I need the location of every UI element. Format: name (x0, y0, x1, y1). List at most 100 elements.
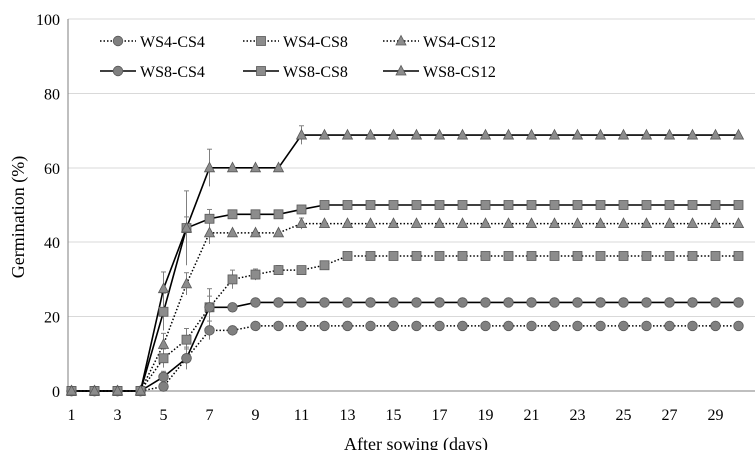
legend: WS4-CS4 WS4-CS8 WS4-CS12 WS8-CS4 WS8-CS8 WS8-… (100, 34, 496, 81)
marker-ws8-cs12-28 (686, 128, 699, 140)
marker-ws4-cs8-16 (411, 251, 422, 261)
marker-ws4-cs8-5 (158, 353, 169, 364)
marker-ws8-cs8-12 (319, 200, 330, 210)
x-tick-labels: 1 3 5 7 9 11 13 15 17 19 21 23 25 27 29 (68, 407, 724, 424)
marker-ws8-cs4-11 (296, 297, 307, 308)
marker-ws4-cs8-14 (365, 251, 376, 261)
series-line-ws4-cs4 (71, 325, 739, 392)
marker-ws8-cs8-23 (572, 200, 583, 210)
legend-item-ws8-cs12: WS8-CS12 (383, 64, 496, 81)
marker-ws8-cs8-14 (365, 200, 376, 210)
x-tick-label-27: 27 (662, 407, 678, 424)
marker-ws4-cs8-13 (342, 251, 353, 261)
marker-ws8-cs12-8 (226, 161, 239, 173)
marker-ws8-cs4-8 (227, 302, 238, 313)
marker-ws8-cs4-19 (480, 297, 491, 308)
marker-ws8-cs4-5 (158, 371, 169, 383)
marker-ws8-cs4-16 (411, 297, 422, 308)
marker-ws8-cs4-21 (526, 297, 537, 308)
marker-ws8-cs12-27 (663, 128, 676, 140)
marker-ws4-cs8-10 (273, 265, 284, 276)
y-tick-label-0: 0 (52, 384, 60, 401)
series-line-ws8-cs4 (71, 301, 739, 392)
marker-ws4-cs12-29 (709, 217, 722, 229)
marker-ws8-cs12-9 (249, 161, 262, 173)
marker-ws8-cs4-25 (618, 297, 629, 308)
y-tick-label-80: 80 (44, 86, 60, 103)
marker-ws8-cs12-10 (272, 161, 285, 173)
legend-marker-ws8-cs12 (395, 64, 407, 76)
legend-item-ws8-cs4: WS8-CS4 (100, 64, 205, 81)
x-tick-label-23: 23 (570, 407, 586, 424)
marker-ws4-cs12-6 (180, 277, 193, 289)
marker-ws4-cs12-25 (617, 217, 630, 229)
marker-ws4-cs8-29 (710, 251, 721, 261)
marker-ws8-cs8-24 (595, 200, 606, 210)
marker-ws8-cs12-5 (157, 282, 170, 294)
marker-ws4-cs4-16 (411, 320, 422, 332)
marker-ws8-cs8-20 (503, 200, 514, 210)
marker-ws8-cs8-26 (641, 200, 652, 210)
marker-ws4-cs4-25 (618, 320, 629, 332)
marker-ws8-cs4-9 (250, 297, 261, 308)
marker-ws8-cs8-22 (549, 200, 560, 210)
legend-label-ws4-cs12: WS4-CS12 (423, 34, 496, 51)
marker-ws4-cs8-21 (526, 251, 537, 261)
legend-item-ws4-cs8: WS4-CS8 (243, 34, 348, 51)
marker-ws8-cs4-10 (273, 297, 284, 308)
marker-ws8-cs8-10 (273, 209, 284, 220)
marker-ws4-cs8-17 (434, 251, 445, 261)
marker-ws4-cs8-30 (733, 251, 744, 261)
series-line-ws8-cs8 (71, 204, 739, 392)
marker-ws4-cs4-17 (434, 320, 445, 332)
marker-ws8-cs8-5 (158, 306, 169, 317)
marker-ws8-cs8-28 (687, 200, 698, 210)
marker-ws8-cs12-15 (387, 128, 400, 140)
legend-marker-ws8-cs4 (112, 65, 124, 77)
marker-ws4-cs12-16 (410, 217, 423, 229)
marker-ws8-cs8-16 (411, 200, 422, 210)
marker-ws4-cs4-9 (250, 320, 261, 332)
marker-ws8-cs8-13 (342, 200, 353, 210)
series-line-ws8-cs12 (71, 134, 739, 392)
marker-ws4-cs8-26 (641, 251, 652, 261)
marker-ws4-cs12-5 (157, 338, 170, 349)
marker-ws4-cs4-7 (204, 325, 215, 336)
marker-ws4-cs8-18 (457, 251, 468, 261)
marker-ws4-cs8-23 (572, 251, 583, 261)
marker-ws8-cs12-21 (525, 128, 538, 140)
legend-label-ws8-cs12: WS8-CS12 (423, 64, 496, 81)
marker-ws4-cs12-7 (203, 226, 216, 238)
marker-ws8-cs4-24 (595, 297, 606, 308)
marker-ws4-cs8-24 (595, 251, 606, 261)
marker-ws8-cs12-2 (88, 384, 101, 396)
marker-ws4-cs4-15 (388, 320, 399, 332)
marker-ws8-cs12-25 (617, 128, 630, 140)
marker-ws8-cs12-1 (65, 384, 78, 396)
marker-ws4-cs12-21 (525, 217, 538, 229)
marker-ws4-cs12-30 (732, 217, 745, 229)
marker-ws8-cs4-26 (641, 297, 652, 308)
marker-ws4-cs4-21 (526, 320, 537, 332)
marker-ws4-cs12-10 (272, 226, 285, 238)
marker-ws8-cs4-15 (388, 297, 399, 308)
legend-marker-ws8-cs8 (256, 66, 266, 76)
marker-ws8-cs12-29 (709, 128, 722, 140)
y-tick-label-20: 20 (44, 310, 60, 327)
marker-ws8-cs12-4 (134, 384, 147, 396)
marker-ws4-cs12-19 (479, 217, 492, 229)
marker-ws8-cs12-11 (295, 128, 308, 140)
marker-ws8-cs12-7 (203, 161, 216, 173)
marker-ws8-cs8-30 (733, 200, 744, 210)
marker-ws8-cs8-19 (480, 200, 491, 210)
marker-ws4-cs8-25 (618, 251, 629, 261)
legend-label-ws8-cs4: WS8-CS4 (140, 64, 205, 81)
marker-ws8-cs8-27 (664, 200, 675, 210)
marker-ws4-cs12-28 (686, 217, 699, 229)
marker-ws8-cs8-11 (296, 204, 307, 215)
marker-ws8-cs8-25 (618, 200, 629, 210)
marker-ws4-cs4-11 (296, 320, 307, 332)
y-axis-title: Germination (%) (8, 156, 29, 278)
legend-label-ws4-cs4: WS4-CS4 (140, 34, 205, 51)
